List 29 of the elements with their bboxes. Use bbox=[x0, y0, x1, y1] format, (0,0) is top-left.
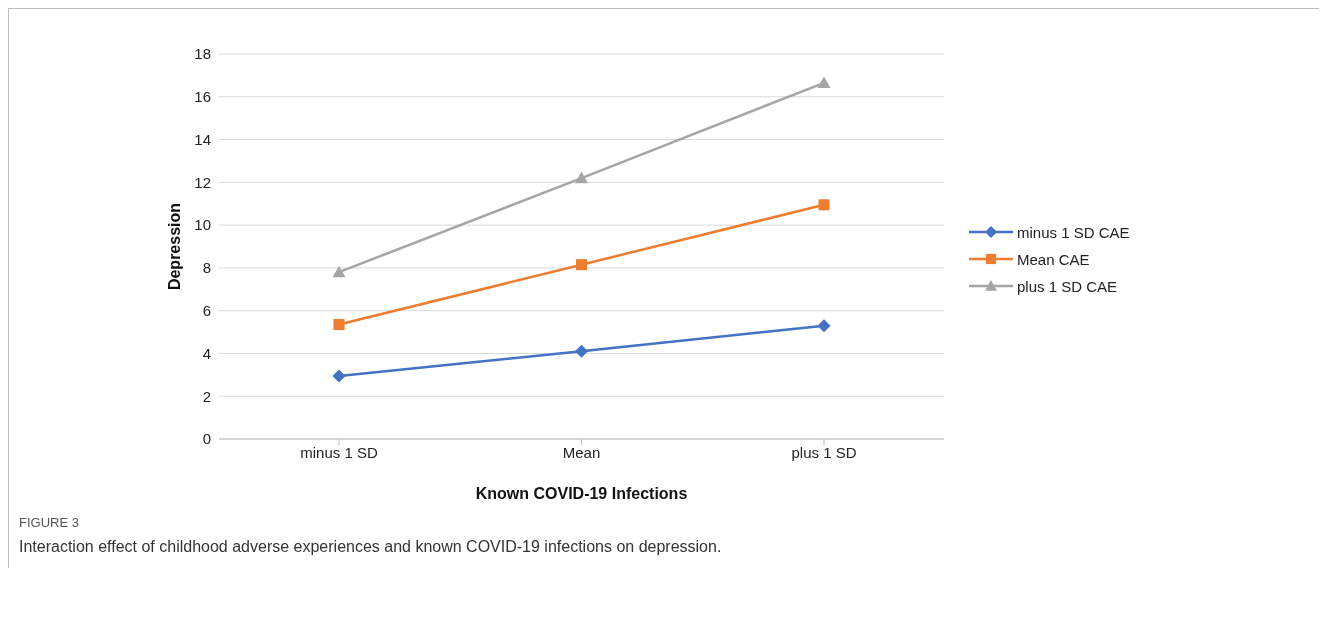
x-tick-label: minus 1 SD bbox=[300, 443, 378, 461]
point bbox=[332, 369, 346, 383]
y-tick-label: 0 bbox=[202, 430, 211, 448]
y-tick-label: 14 bbox=[194, 130, 211, 148]
y-tick-label: 10 bbox=[194, 216, 211, 234]
point bbox=[575, 171, 588, 184]
y-axis-title: Depression bbox=[165, 202, 183, 291]
x-tick-label: plus 1 SD bbox=[791, 443, 857, 461]
point bbox=[332, 265, 346, 278]
legend-label: minus 1 SD CAE bbox=[1017, 223, 1130, 241]
caption: FIGURE 3 bbox=[19, 515, 80, 530]
point bbox=[817, 319, 831, 333]
y-tick-label: 12 bbox=[194, 173, 211, 191]
legend-label: Mean CAE bbox=[1017, 250, 1090, 268]
y-tick-label: 6 bbox=[202, 301, 211, 319]
point bbox=[333, 319, 345, 331]
point bbox=[575, 259, 588, 271]
point bbox=[817, 76, 831, 89]
y-tick-label: 18 bbox=[194, 45, 211, 63]
y-tick-label: 4 bbox=[202, 344, 211, 362]
x-axis-title: Known COVID-19 Infections bbox=[475, 485, 688, 502]
y-tick-label: 16 bbox=[194, 88, 211, 106]
legend-label: plus 1 SD CAE bbox=[1017, 277, 1118, 295]
text: Interaction effect of childhood adverse experiences and known COVID-19 infections on depression. bbox=[19, 538, 723, 556]
point bbox=[575, 344, 588, 358]
point bbox=[818, 199, 830, 211]
y-tick-label: 2 bbox=[202, 387, 211, 405]
y-tick-label: 8 bbox=[202, 259, 211, 277]
x-tick-label: Mean bbox=[562, 443, 601, 461]
